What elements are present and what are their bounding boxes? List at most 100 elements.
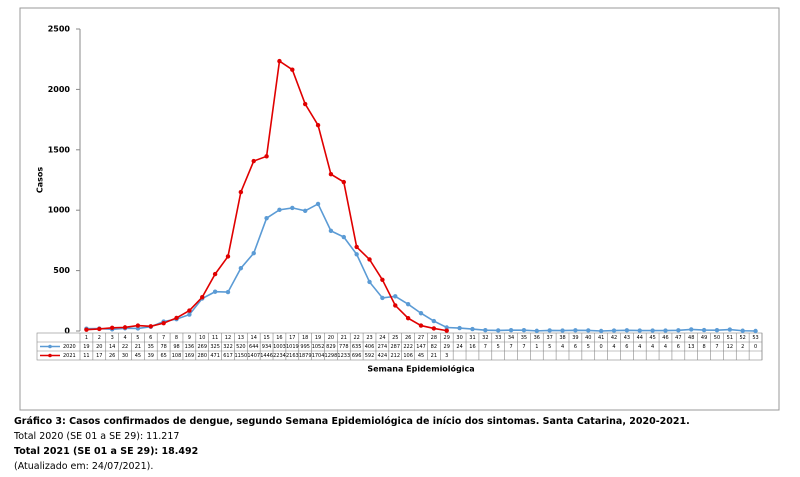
table-value: 14 [109, 344, 115, 350]
marker [573, 328, 578, 333]
table-value: 45 [135, 353, 141, 359]
marker [444, 328, 449, 333]
marker [225, 289, 231, 295]
table-value: 2 [741, 344, 744, 350]
marker [393, 294, 398, 299]
table-value: 1879 [299, 353, 312, 359]
table-value: 1407 [247, 353, 260, 359]
table-value: 22 [122, 344, 128, 350]
table-value: 17 [96, 353, 102, 359]
marker [277, 207, 282, 213]
marker [315, 201, 321, 207]
y-tick-label: 2000 [48, 85, 71, 94]
marker [174, 315, 179, 321]
table-value: 471 [210, 353, 220, 359]
table-value: 635 [352, 344, 362, 350]
series-line [86, 59, 447, 332]
x-tick-label: 2 [98, 335, 101, 341]
x-tick-label: 40 [585, 335, 591, 341]
x-tick-label: 21 [341, 335, 347, 341]
marker [586, 328, 591, 333]
marker [302, 208, 308, 214]
x-tick-label: 18 [302, 335, 308, 341]
marker [148, 324, 153, 329]
marker [470, 326, 475, 332]
table-value: 21 [135, 344, 141, 350]
marker [431, 318, 437, 324]
marker [122, 325, 128, 330]
table-value: 222 [403, 344, 413, 350]
table-value: 45 [418, 353, 424, 359]
marker [598, 328, 604, 334]
x-tick-label: 39 [572, 335, 578, 341]
table-value: 39 [148, 353, 154, 359]
x-tick-label: 38 [559, 335, 565, 341]
marker [560, 328, 565, 333]
table-value: 6 [625, 344, 628, 350]
x-tick-label: 44 [637, 335, 643, 341]
x-tick-label: 3 [111, 335, 114, 341]
table-value: 30 [122, 353, 128, 359]
x-tick-label: 34 [508, 335, 514, 341]
table-value: 4 [561, 344, 564, 350]
table-value: 136 [185, 344, 195, 350]
marker [238, 189, 244, 195]
table-value: 1233 [337, 353, 350, 359]
table-value: 592 [365, 353, 375, 359]
marker [264, 215, 269, 221]
x-tick-label: 29 [444, 335, 450, 341]
marker [135, 323, 141, 328]
marker [302, 101, 308, 107]
table-value: 7 [509, 344, 512, 350]
table-value: 26 [109, 353, 115, 359]
x-tick-label: 33 [495, 335, 501, 341]
table-value: 82 [431, 344, 437, 350]
table-value: 696 [352, 353, 362, 359]
x-tick-label: 20 [328, 335, 334, 341]
caption-title: Gráfico 3: Casos confirmados de dengue, … [14, 416, 690, 427]
marker [212, 271, 218, 277]
x-tick-label: 6 [149, 335, 152, 341]
marker [161, 320, 166, 326]
x-tick-label: 43 [624, 335, 630, 341]
x-tick-label: 11 [212, 335, 218, 341]
marker [290, 67, 295, 72]
table-value: 322 [223, 344, 233, 350]
marker [431, 326, 437, 331]
table-value: 20 [96, 344, 102, 350]
y-tick-label: 1000 [48, 206, 71, 215]
marker [547, 328, 552, 333]
table-value: 325 [210, 344, 220, 350]
table-value: 12 [727, 344, 733, 350]
table-value: 1150 [234, 353, 247, 359]
marker [753, 328, 758, 334]
table-value: 8 [703, 344, 706, 350]
x-tick-label: 41 [598, 335, 604, 341]
table-value: 520 [236, 344, 246, 350]
marker [84, 327, 89, 332]
table-value: 0 [600, 344, 603, 350]
table-value: 169 [185, 353, 195, 359]
table-value: 7 [522, 344, 525, 350]
x-tick-label: 52 [740, 335, 746, 341]
x-tick-label: 1 [85, 335, 88, 341]
table-value: 98 [173, 344, 179, 350]
marker [187, 312, 192, 317]
table-value: 406 [365, 344, 375, 350]
marker [315, 122, 321, 128]
x-tick-label: 13 [238, 335, 244, 341]
table-value: 4 [638, 344, 641, 350]
table-value: 147 [416, 344, 426, 350]
table-value: 1 [535, 344, 538, 350]
marker [341, 179, 346, 185]
marker [508, 327, 514, 333]
y-axis-label: Casos [36, 167, 45, 194]
table-value: 4 [612, 344, 615, 350]
x-tick-label: 28 [431, 335, 437, 341]
x-tick-label: 12 [225, 335, 231, 341]
table-value: 16 [469, 344, 475, 350]
marker [354, 252, 359, 257]
x-tick-label: 45 [649, 335, 655, 341]
marker [457, 325, 462, 331]
